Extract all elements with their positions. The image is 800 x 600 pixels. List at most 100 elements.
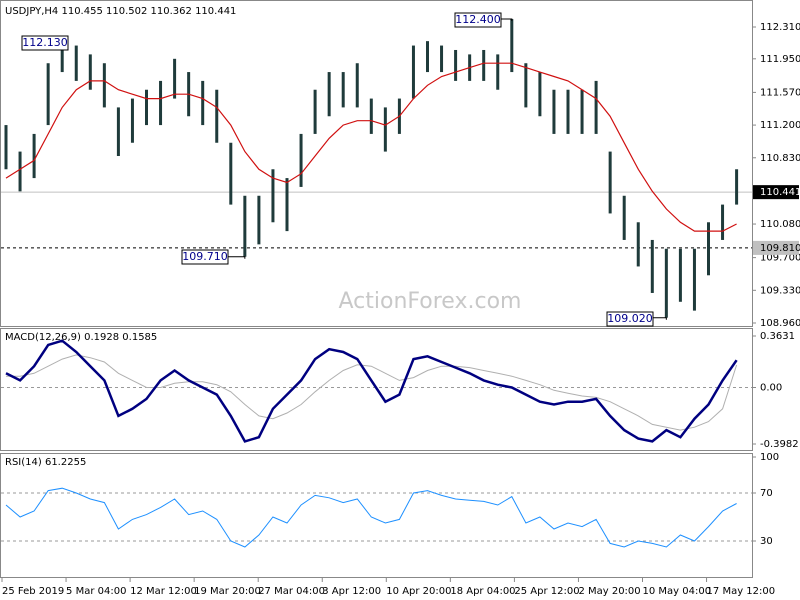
- ohlc-bar: [552, 89, 556, 134]
- ohlc-bar: [594, 80, 598, 134]
- ohlc-bar: [313, 89, 317, 134]
- ohlc-bar: [285, 178, 289, 232]
- ohlc-bar: [159, 80, 163, 126]
- ohlc-bar: [60, 42, 64, 73]
- ohlc-bar: [383, 107, 387, 152]
- x-tick-label: 3 Apr 12:00: [322, 586, 381, 597]
- y-tick-label: 110.830: [760, 153, 800, 164]
- y-tick-label: 109.700: [760, 253, 800, 264]
- ohlc-bar: [74, 45, 78, 81]
- level-label: 109.810: [760, 243, 800, 254]
- ohlc-bar: [18, 151, 22, 192]
- annotation-label: 109.710: [182, 250, 228, 263]
- annotation-label: 112.130: [22, 36, 68, 49]
- signal-line: [6, 354, 738, 431]
- ohlc-bar: [411, 45, 415, 99]
- y-tick-label: 100: [760, 452, 779, 463]
- moving-average: [5, 62, 737, 232]
- ohlc-bar: [692, 248, 696, 311]
- ohlc-bar: [524, 63, 528, 108]
- y-tick-label: 0.00: [760, 383, 782, 394]
- ohlc-bar: [116, 107, 120, 157]
- y-tick-label: 112.310: [760, 22, 800, 33]
- y-tick-label: 70: [760, 488, 773, 499]
- y-tick-label: 111.200: [760, 120, 800, 131]
- price-label-bg: [753, 185, 799, 200]
- ohlc-bar: [622, 195, 626, 240]
- ohlc-bar: [496, 54, 500, 90]
- y-tick-label: -0.3982: [760, 439, 799, 450]
- y-tick-label: 111.570: [760, 87, 800, 98]
- x-tick-label: 2 May 20:00: [578, 586, 640, 597]
- price-title: USDJPY,H4 110.455 110.502 110.362 110.44…: [5, 6, 236, 17]
- rsi-panel: [0, 453, 753, 578]
- ohlc-bar: [102, 63, 106, 108]
- ohlc-bar: [201, 80, 205, 126]
- annotation-connector: [228, 256, 246, 259]
- annotation-box: [21, 35, 69, 51]
- ohlc-bar: [678, 248, 682, 302]
- ohlc-bar: [510, 19, 514, 73]
- ohlc-bar: [173, 58, 177, 99]
- ohlc-bar: [482, 49, 486, 81]
- annotation-label: 109.020: [607, 312, 653, 325]
- y-tick-label: 109.330: [760, 285, 800, 296]
- y-tick-label: 0.3631: [760, 331, 795, 342]
- ohlc-bar: [454, 49, 458, 81]
- x-tick-label: 5 Mar 04:00: [66, 586, 126, 597]
- ohlc-bar: [538, 72, 542, 117]
- ohlc-bar: [130, 98, 134, 143]
- annotation-box: [454, 12, 502, 28]
- x-tick-label: 18 Apr 04:00: [450, 586, 515, 597]
- x-tick-label: 27 Mar 04:00: [258, 586, 325, 597]
- ohlc-bar: [299, 133, 303, 187]
- ohlc-bar: [707, 222, 710, 276]
- x-tick-label: 10 May 04:00: [643, 586, 712, 597]
- ohlc-bar: [440, 45, 444, 73]
- rsi-title: RSI(14) 61.2255: [5, 457, 86, 468]
- ohlc-bar: [735, 169, 739, 205]
- ohlc-bar: [426, 41, 429, 73]
- y-tick-label: 108.960: [760, 318, 800, 329]
- macd-title: MACD(12,26,9) 0.1928 0.1585: [5, 332, 157, 343]
- ohlc-bar: [243, 195, 247, 257]
- ohlc-bar: [664, 248, 668, 318]
- ohlc-bar: [229, 142, 233, 205]
- ohlc-bar: [580, 89, 584, 134]
- x-tick-label: 10 Apr 20:00: [386, 586, 451, 597]
- ohlc-bar: [566, 89, 570, 134]
- macd-panel: [0, 328, 753, 451]
- ohlc-bar: [355, 63, 359, 108]
- macd-line: [5, 339, 738, 443]
- ohlc-bar: [215, 89, 219, 143]
- x-tick-label: 25 Feb 2019: [2, 586, 64, 597]
- x-tick-label: 17 May 12:00: [707, 586, 776, 597]
- annotation-label: 112.400: [455, 13, 501, 26]
- ohlc-bar: [257, 195, 261, 245]
- price-panel: [0, 0, 753, 327]
- ohlc-bar: [46, 63, 50, 126]
- y-tick-label: 110.080: [760, 219, 800, 230]
- ohlc-bar: [721, 204, 725, 240]
- x-tick-label: 19 Mar 20:00: [194, 586, 261, 597]
- price-label: 110.441: [760, 187, 800, 198]
- ohlc-bar: [341, 72, 345, 108]
- ohlc-bar: [88, 54, 92, 90]
- y-tick-label: 111.950: [760, 54, 800, 65]
- ohlc-bar: [636, 222, 640, 267]
- rsi-line: [5, 487, 737, 548]
- x-tick-label: 12 Mar 12:00: [130, 586, 197, 597]
- annotation-box: [606, 311, 654, 327]
- ohlc-bar: [271, 169, 275, 223]
- ohlc-bar: [4, 125, 8, 170]
- annotation-box: [181, 249, 229, 265]
- ohlc-bar: [650, 239, 654, 293]
- level-label-bg: [753, 240, 799, 255]
- watermark: ActionForex.com: [339, 289, 522, 314]
- ohlc-bar: [145, 89, 148, 126]
- ohlc-bar: [32, 133, 36, 179]
- x-tick-label: 25 Apr 12:00: [514, 586, 579, 597]
- ohlc-bar: [608, 151, 612, 214]
- ohlc-bar: [327, 72, 331, 117]
